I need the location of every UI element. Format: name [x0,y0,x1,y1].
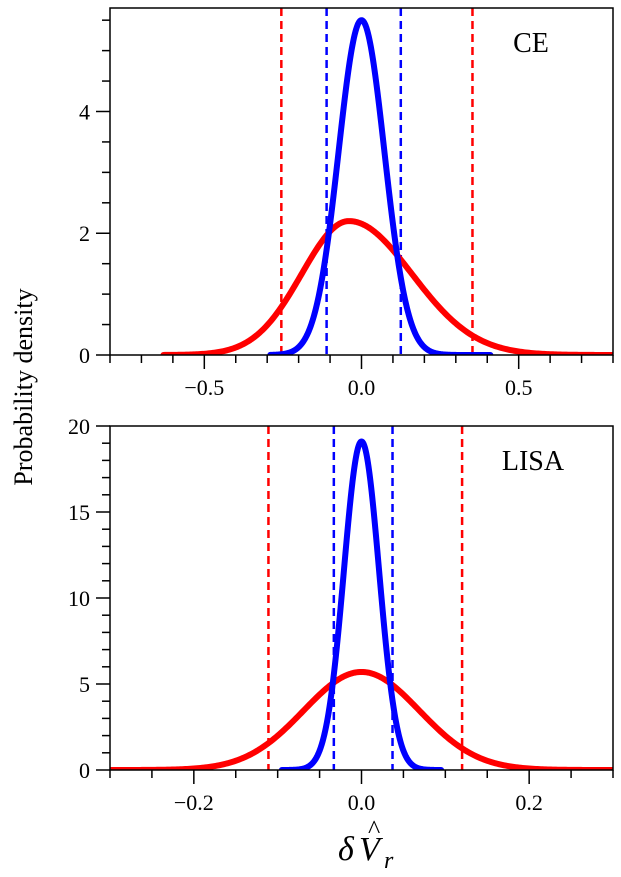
lisa-xtick-label: 0.0 [348,790,376,815]
lisa-ytick-label: 20 [68,414,90,439]
lisa-curves [110,438,613,770]
lisa-curve-blue [278,438,445,770]
lisa-frame [109,425,614,771]
ylabel: Probability density [9,288,38,485]
lisa-ytick-label: 0 [79,758,90,783]
ce-xtick-label: 0.0 [348,375,376,400]
panel-ce: −0.5 0.0 0.5 0 2 4 CE [79,7,614,400]
panel-lisa: −0.2 0.0 0.2 0 5 10 15 20 LISA [68,414,614,815]
lisa-ytick-label: 15 [68,500,90,525]
ce-ytick-label: 2 [79,221,90,246]
ce-ytick-label: 4 [79,99,90,124]
ce-xtick-label: 0.5 [505,375,533,400]
xlabel-hat: ^ [368,815,380,844]
lisa-ticks: −0.2 0.0 0.2 0 5 10 15 20 [68,414,614,815]
xlabel-subscript: r [384,848,394,874]
ce-vlines [280,8,474,355]
lisa-ytick-label: 10 [68,586,90,611]
lisa-ytick-label: 5 [79,672,90,697]
ce-xtick-label: −0.5 [184,375,224,400]
ce-panel-label: CE [513,28,549,59]
ce-ticks: −0.5 0.0 0.5 0 2 4 [79,19,614,400]
ce-frame [109,7,614,356]
ce-curves [160,17,613,355]
ce-ytick-label: 0 [79,343,90,368]
xlabel-symbol: δ [338,831,355,868]
lisa-xtick-label: −0.2 [174,790,214,815]
lisa-curve-red [110,668,613,770]
xlabel: δ V ^ r [338,815,394,874]
ce-curve-red [160,218,613,355]
ce-curve-blue [267,17,494,355]
lisa-panel-label: LISA [502,446,565,477]
lisa-xtick-label: 0.2 [515,790,543,815]
